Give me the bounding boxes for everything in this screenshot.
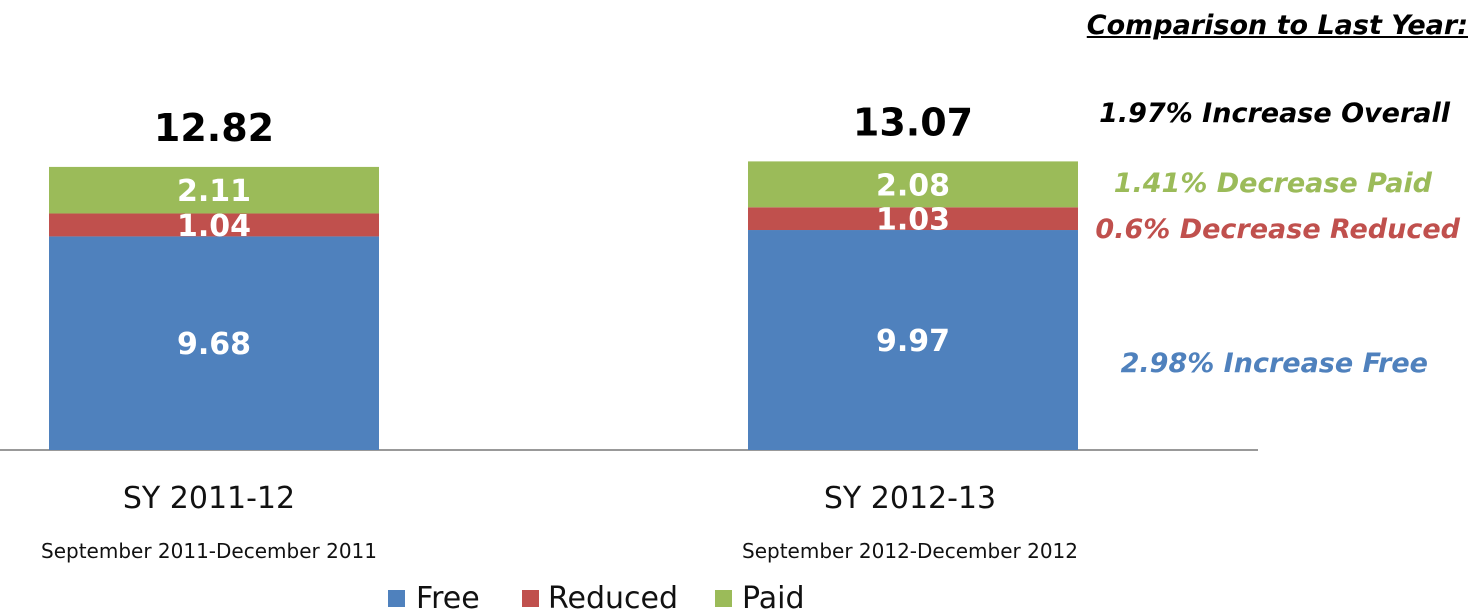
category-sublabel-sy-2011-12: September 2011-December 2011 — [41, 539, 377, 563]
comparison-overall: 1.97% Increase Overall — [1099, 98, 1450, 129]
total-label-sy-2011-12: 12.82 — [154, 106, 274, 150]
bar-group-0: 9.68 1.04 2.11 12.82 — [49, 106, 379, 450]
category-sublabel-sy-2012-13: September 2012-December 2012 — [742, 539, 1078, 563]
comparison-title: Comparison to Last Year: — [1086, 10, 1468, 41]
category-label-sy-2011-12: SY 2011-12 — [123, 481, 295, 516]
legend-label-reduced: Reduced — [548, 581, 678, 613]
legend: Free Reduced Paid — [388, 581, 805, 613]
legend-label-free: Free — [416, 581, 480, 613]
data-label-paid-sy-2012-13: 2.08 — [876, 168, 950, 203]
legend-label-paid: Paid — [742, 581, 805, 613]
bar-reduced-sy-2012-13 — [748, 207, 1078, 231]
data-label-free-sy-2012-13: 9.97 — [876, 324, 950, 359]
data-label-reduced-sy-2012-13: 1.03 — [876, 203, 950, 238]
data-label-paid-sy-2011-12: 2.11 — [177, 174, 251, 209]
bar-reduced-sy-2011-12 — [49, 213, 379, 237]
data-label-reduced-sy-2011-12: 1.04 — [177, 209, 251, 244]
bar-group-1: 9.97 1.03 2.08 13.07 — [748, 100, 1078, 450]
bar-paid-sy-2012-13 — [748, 161, 1078, 208]
legend-swatch-paid — [715, 590, 732, 607]
bar-free-sy-2011-12 — [49, 236, 379, 450]
bar-free-sy-2012-13 — [748, 230, 1078, 450]
comparison-reduced: 0.6% Decrease Reduced — [1095, 214, 1460, 245]
legend-swatch-free — [388, 590, 405, 607]
legend-swatch-reduced — [522, 590, 539, 607]
category-label-sy-2012-13: SY 2012-13 — [824, 481, 996, 516]
comparison-paid: 1.41% Decrease Paid — [1113, 168, 1432, 199]
total-label-sy-2012-13: 13.07 — [853, 100, 973, 144]
data-label-free-sy-2011-12: 9.68 — [177, 327, 251, 362]
bar-paid-sy-2011-12 — [49, 166, 379, 214]
comparison-free: 2.98% Increase Free — [1120, 348, 1428, 379]
